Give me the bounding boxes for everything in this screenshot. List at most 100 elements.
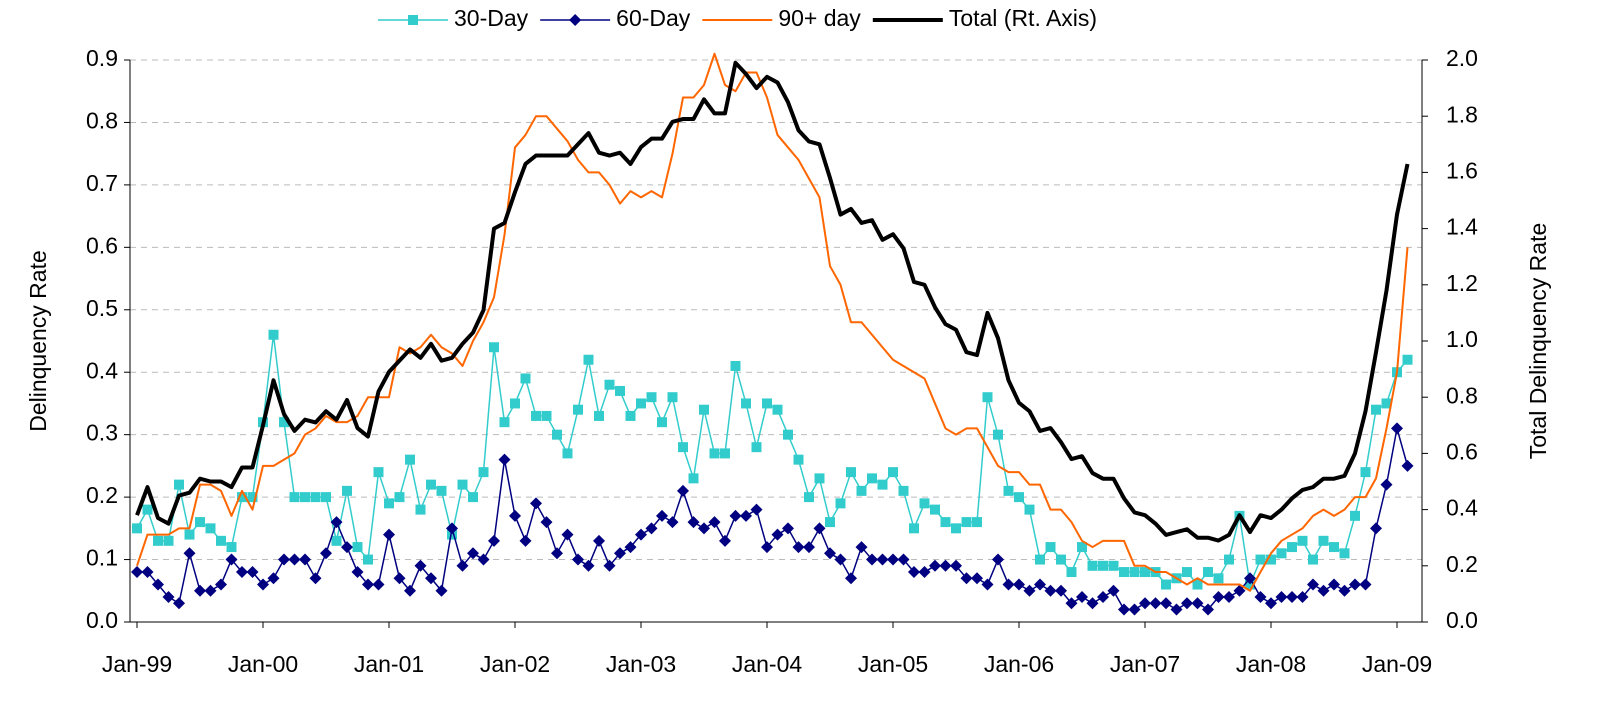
data-point [414,559,427,572]
data-point [205,523,216,534]
data-point [656,509,668,522]
data-point [856,485,867,496]
x-tick-label: Jan-00 [228,651,298,677]
data-point [1108,560,1119,571]
data-point [740,509,752,522]
data-point [393,572,406,585]
data-point [699,404,709,415]
data-point [268,329,279,340]
data-point [446,522,458,535]
data-point [803,541,815,554]
data-point [1233,584,1246,597]
data-point [1339,548,1350,559]
data-point [866,553,878,566]
data-point [908,566,920,579]
data-point [918,566,931,579]
data-point [855,541,868,554]
data-point [1328,578,1340,591]
data-point [163,535,174,546]
data-point [1349,578,1361,591]
data-point [247,492,258,503]
data-point [1202,603,1214,616]
data-point [741,398,751,409]
data-point [981,578,994,591]
data-point [226,542,237,553]
data-point [961,517,972,528]
y-tick-label: 0.0 [86,607,118,633]
data-point [1003,485,1014,496]
data-point [834,553,847,566]
data-point [1191,597,1204,610]
data-point [384,498,394,509]
x-tick-label: Jan-06 [984,651,1054,677]
data-point [1213,573,1224,584]
data-point [132,523,142,534]
data-point [153,535,163,546]
data-point [846,467,856,478]
y-tick-label: 0.5 [86,295,118,321]
data-point [530,497,542,510]
data-point [1182,567,1192,578]
data-point [531,410,541,421]
data-point [982,392,993,403]
data-point [1317,584,1330,597]
data-point [436,485,447,496]
data-point [1192,579,1203,590]
data-point [373,467,384,478]
data-point [279,417,289,428]
y2-tick-label: 1.8 [1446,101,1478,127]
y-tick-label: 0.1 [86,545,118,571]
data-point [783,429,793,440]
y2-tick-label: 0.2 [1446,551,1478,577]
data-point [299,553,311,566]
data-point [1097,591,1109,604]
data-point [468,492,478,503]
data-point [456,559,469,572]
data-point [457,479,468,490]
data-point [415,504,426,515]
data-point [635,528,647,541]
data-point [1128,603,1141,616]
data-point [1055,584,1067,597]
data-point [730,360,741,371]
data-point [814,473,825,484]
data-point [352,542,363,553]
data-point [1297,535,1308,546]
data-point [351,566,364,579]
x-tick-label: Jan-02 [480,651,550,677]
data-point [720,448,730,459]
data-point [342,485,352,496]
data-point [1066,567,1077,578]
data-point [477,553,490,566]
y-tick-label: 0.6 [86,232,118,258]
data-point [1013,578,1025,591]
y2-tick-label: 1.6 [1446,157,1478,183]
data-point [719,534,731,547]
series-line [135,60,1410,543]
data-point [1287,542,1297,553]
x-tick-label: Jan-09 [1362,651,1432,677]
y2-tick-label: 1.4 [1446,214,1478,240]
data-point [141,566,154,579]
data-point [520,373,531,384]
data-point [510,398,520,409]
data-point [162,591,175,604]
legend-marker [408,15,418,25]
data-point [152,578,164,591]
data-point [1140,567,1150,578]
data-point [383,528,395,541]
data-point [877,479,888,490]
data-point [519,534,532,547]
data-point [561,528,574,541]
data-point [792,541,805,554]
data-point [835,498,846,509]
data-point [499,417,510,428]
data-point [1119,567,1129,578]
data-point [1149,597,1162,610]
data-point [267,572,280,585]
data-point [1087,560,1098,571]
data-point [1056,554,1066,565]
data-point [930,504,940,515]
data-point [646,392,657,403]
data-point [825,517,835,528]
